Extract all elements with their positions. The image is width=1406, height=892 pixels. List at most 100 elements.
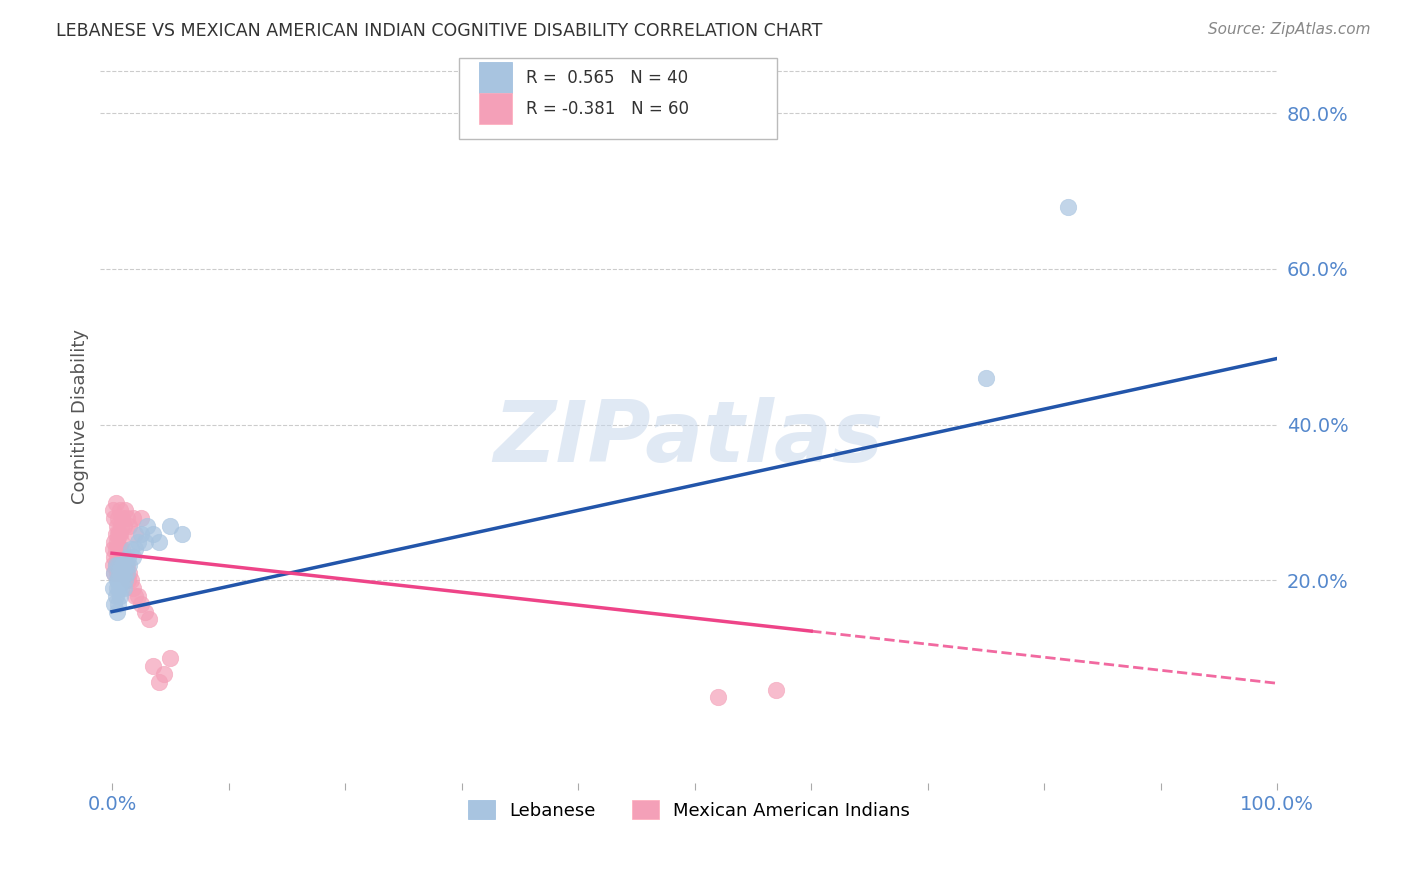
Point	[129, 597, 152, 611]
Point	[108, 582, 131, 596]
Point	[120, 542, 142, 557]
Point	[112, 519, 135, 533]
Point	[110, 566, 132, 580]
Point	[974, 371, 997, 385]
Point	[108, 526, 131, 541]
Point	[111, 542, 134, 557]
Point	[114, 558, 136, 572]
Point	[110, 519, 132, 533]
Point	[153, 667, 176, 681]
Point	[111, 558, 134, 572]
Point	[115, 566, 138, 580]
Point	[707, 690, 730, 705]
Point	[1056, 200, 1078, 214]
Point	[138, 612, 160, 626]
Point	[104, 542, 127, 557]
Point	[118, 519, 141, 533]
Point	[108, 589, 131, 603]
Point	[117, 550, 139, 565]
Point	[111, 574, 134, 588]
Point	[129, 511, 152, 525]
Text: R = -0.381   N = 60: R = -0.381 N = 60	[526, 100, 689, 118]
Point	[105, 534, 128, 549]
Point	[122, 511, 145, 525]
Point	[170, 526, 193, 541]
Point	[112, 566, 135, 580]
Point	[107, 597, 129, 611]
Point	[115, 558, 138, 572]
FancyBboxPatch shape	[460, 58, 778, 138]
Point	[765, 682, 787, 697]
Point	[103, 534, 125, 549]
Point	[110, 582, 132, 596]
Point	[124, 589, 146, 603]
Point	[124, 526, 146, 541]
Point	[134, 534, 156, 549]
Point	[110, 534, 132, 549]
Point	[103, 550, 125, 565]
FancyBboxPatch shape	[479, 62, 512, 93]
Point	[104, 558, 127, 572]
Point	[122, 550, 145, 565]
Point	[115, 566, 138, 580]
Text: LEBANESE VS MEXICAN AMERICAN INDIAN COGNITIVE DISABILITY CORRELATION CHART: LEBANESE VS MEXICAN AMERICAN INDIAN COGN…	[56, 22, 823, 40]
Text: Source: ZipAtlas.com: Source: ZipAtlas.com	[1208, 22, 1371, 37]
Point	[118, 558, 141, 572]
Point	[110, 550, 132, 565]
Point	[142, 526, 165, 541]
Point	[110, 566, 132, 580]
Point	[108, 526, 131, 541]
Point	[108, 566, 131, 580]
Point	[120, 574, 142, 588]
Point	[103, 511, 125, 525]
Point	[112, 566, 135, 580]
Point	[111, 511, 134, 525]
Point	[124, 542, 146, 557]
Point	[105, 519, 128, 533]
Y-axis label: Cognitive Disability: Cognitive Disability	[72, 329, 89, 504]
Point	[127, 589, 149, 603]
Point	[105, 566, 128, 580]
Point	[115, 511, 138, 525]
Point	[108, 503, 131, 517]
Point	[112, 550, 135, 565]
FancyBboxPatch shape	[479, 93, 512, 124]
Point	[105, 550, 128, 565]
Point	[108, 550, 131, 565]
Point	[108, 558, 131, 572]
Point	[159, 519, 181, 533]
Point	[104, 526, 127, 541]
Point	[105, 582, 128, 596]
Point	[122, 582, 145, 596]
Point	[127, 534, 149, 549]
Point	[148, 674, 170, 689]
Point	[104, 589, 127, 603]
Point	[118, 566, 141, 580]
Point	[111, 558, 134, 572]
Point	[105, 574, 128, 588]
Point	[104, 558, 127, 572]
Text: R =  0.565   N = 40: R = 0.565 N = 40	[526, 69, 689, 87]
Point	[117, 574, 139, 588]
Point	[105, 605, 128, 619]
Point	[107, 511, 129, 525]
Text: ZIPatlas: ZIPatlas	[494, 397, 884, 480]
Legend: Lebanese, Mexican American Indians: Lebanese, Mexican American Indians	[460, 793, 917, 827]
Point	[107, 558, 129, 572]
Point	[129, 526, 152, 541]
Point	[108, 566, 131, 580]
Point	[101, 558, 124, 572]
Point	[104, 495, 127, 509]
Point	[101, 542, 124, 557]
Point	[114, 503, 136, 517]
Point	[148, 534, 170, 549]
Point	[107, 558, 129, 572]
Point	[115, 558, 138, 572]
Point	[134, 605, 156, 619]
Point	[136, 519, 159, 533]
Point	[103, 566, 125, 580]
Point	[107, 542, 129, 557]
Point	[101, 582, 124, 596]
Point	[107, 526, 129, 541]
Point	[108, 574, 131, 588]
